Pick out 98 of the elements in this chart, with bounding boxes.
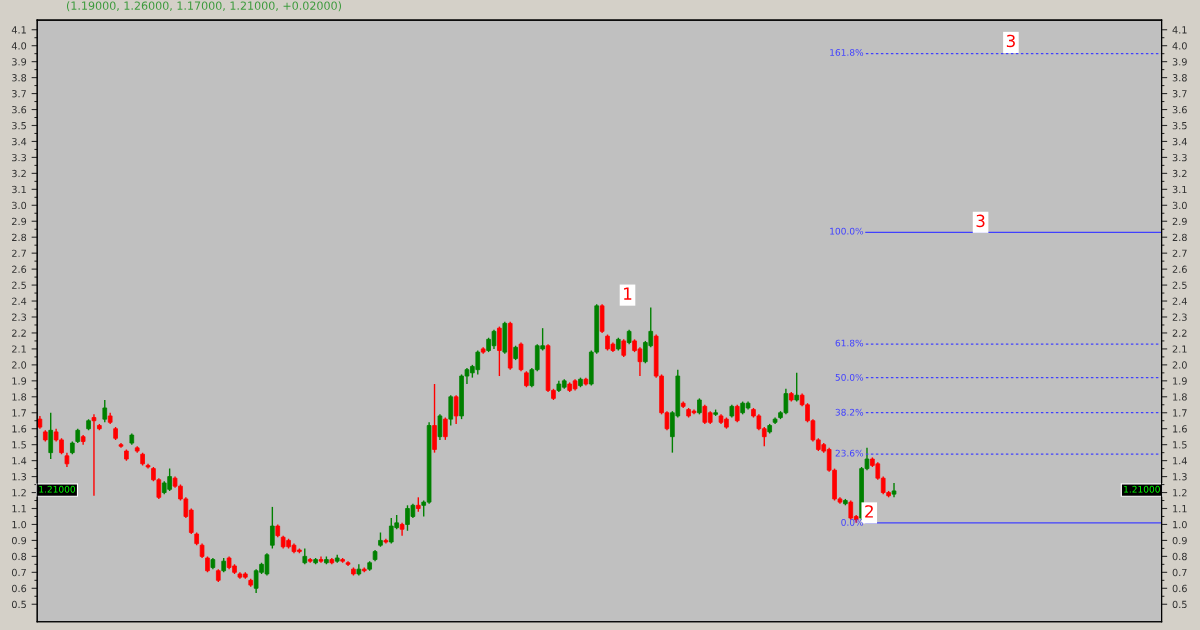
y2-tick-label: 3.1 xyxy=(1172,185,1187,194)
annotation: 161.8% xyxy=(830,49,864,56)
y2-tick-label: 1.6 xyxy=(1173,425,1187,433)
y-tick-label: 2.0 xyxy=(12,361,27,369)
y2-tick-label: 2.6 xyxy=(1172,265,1187,273)
y2-tick-label: 1.0 xyxy=(1173,520,1187,529)
y2-tick-label: 3.3 xyxy=(1172,153,1187,162)
y-tick-label: 0.6 xyxy=(11,584,27,593)
y2-tick-label: 4.0 xyxy=(1172,42,1187,50)
candlestick xyxy=(145,463,151,470)
candlestick xyxy=(794,372,800,403)
y-tick-label: 4.0 xyxy=(11,42,27,50)
annotation: 50.0% xyxy=(835,373,864,381)
y-tick-label: 1.6 xyxy=(12,425,27,433)
y-tick-label: 0.5 xyxy=(11,600,26,609)
annotation: 2 xyxy=(865,505,873,518)
y-tick-label: 3.3 xyxy=(12,153,26,162)
candlestick xyxy=(118,442,124,449)
y-tick-label: 1.8 xyxy=(12,393,27,401)
candlestick xyxy=(318,555,324,564)
y-tick-label: 2.8 xyxy=(12,233,27,242)
y-tick-label: 2.2 xyxy=(12,329,26,337)
y-tick-label: 0.7 xyxy=(11,568,26,577)
y2-tick-label: 1.2 xyxy=(1173,489,1187,497)
y2-tick-label: 3.2 xyxy=(1172,169,1187,178)
annotation: 61.8% xyxy=(835,339,864,347)
y-tick-label: 3.5 xyxy=(12,121,26,130)
y2-tick-label: 2.2 xyxy=(1172,329,1187,337)
y2-tick-label: 0.9 xyxy=(1172,536,1187,545)
y2-tick-label: 0.7 xyxy=(1172,568,1187,577)
y2-tick-label: 3.6 xyxy=(1172,106,1187,114)
y2-tick-label: 1.1 xyxy=(1173,505,1187,513)
y2-tick-label: 1.7 xyxy=(1173,409,1187,417)
y-tick-label: 3.7 xyxy=(12,90,26,98)
y-tick-label: 1.9 xyxy=(12,377,27,385)
y2-tick-label: 3.5 xyxy=(1172,121,1187,130)
y-tick-label: 1.7 xyxy=(12,409,26,417)
y-tick-label: 3.1 xyxy=(12,185,26,194)
y2-tick-label: 2.9 xyxy=(1172,217,1187,226)
y-tick-label: 2.1 xyxy=(12,345,26,353)
y2-tick-label: 1.3 xyxy=(1173,473,1187,481)
y-tick-label: 3.2 xyxy=(12,169,26,178)
annotation: 38.2% xyxy=(835,408,864,416)
annotation: 3 xyxy=(976,214,985,228)
y2-tick-label: 1.4 xyxy=(1173,457,1187,465)
y2-tick-label: 1.5 xyxy=(1173,441,1187,449)
y-tick-label: 1.5 xyxy=(12,441,26,449)
y2-tick-label: 1.8 xyxy=(1173,393,1187,401)
y-tick-label: 1.4 xyxy=(12,457,27,465)
annotation: 23.6% xyxy=(835,449,864,457)
y-tick-label: 2.7 xyxy=(12,249,26,257)
candlestick xyxy=(102,399,108,424)
y2-tick-label: 2.1 xyxy=(1172,345,1187,353)
y-tick-label: 0.8 xyxy=(11,552,27,561)
y2-tick-label: 4.1 xyxy=(1172,26,1187,34)
candlestick xyxy=(891,482,897,499)
y-tick-label: 1.3 xyxy=(12,473,26,481)
annotation: 3 xyxy=(1006,34,1015,48)
y-tick-label: 3.0 xyxy=(12,201,27,210)
y-tick-label: 3.6 xyxy=(12,106,27,114)
y-tick-label: 1.0 xyxy=(12,520,27,529)
y-tick-label: 2.4 xyxy=(12,297,27,305)
y-tick-label: 2.3 xyxy=(12,313,26,321)
candlestick xyxy=(443,416,448,441)
y2-tick-label: 2.7 xyxy=(1172,249,1187,257)
y-tick-label: 1.2 xyxy=(12,489,26,497)
y-tick-label: 3.8 xyxy=(12,74,27,82)
y2-tick-label: 0.5 xyxy=(1172,600,1187,609)
y2-tick-label: 3.7 xyxy=(1172,90,1187,98)
y2-tick-label: 0.6 xyxy=(1172,584,1187,593)
candlestick xyxy=(448,394,454,427)
y2-tick-label: 2.5 xyxy=(1172,281,1187,289)
y2-tick-label: 2.0 xyxy=(1172,361,1187,369)
y-tick-label: 2.5 xyxy=(12,281,26,289)
y-tick-label: 2.9 xyxy=(12,217,27,226)
y2-tick-label: 1.9 xyxy=(1173,377,1187,385)
y-tick-label: 2.6 xyxy=(12,265,27,273)
annotation: 1.21000 xyxy=(39,485,76,493)
y2-tick-label: 2.4 xyxy=(1172,297,1187,305)
y2-tick-label: 3.8 xyxy=(1172,74,1187,82)
y2-tick-label: 3.4 xyxy=(1172,137,1187,146)
candlestick xyxy=(345,560,351,567)
y-tick-label: 1.1 xyxy=(12,505,26,513)
y-tick-label: 0.9 xyxy=(11,536,27,545)
annotation: 0.0% xyxy=(841,518,864,526)
y-tick-label: 3.9 xyxy=(12,58,27,66)
y-tick-label: 4.1 xyxy=(11,26,26,34)
chart-title: (1.19000, 1.26000, 1.17000, 1.21000, +0.02000) xyxy=(66,1,342,12)
y2-tick-label: 3.9 xyxy=(1172,58,1187,66)
annotation: 1 xyxy=(624,287,632,300)
y2-tick-label: 0.8 xyxy=(1172,552,1187,561)
annotation: 100.0% xyxy=(830,227,864,235)
text: 1.21000 xyxy=(1124,485,1160,493)
candlestick xyxy=(270,506,275,550)
y2-tick-label: 2.3 xyxy=(1172,313,1187,321)
y2-tick-label: 3.0 xyxy=(1172,201,1187,210)
y2-tick-label: 2.8 xyxy=(1172,233,1187,242)
y-tick-label: 3.4 xyxy=(12,137,27,146)
